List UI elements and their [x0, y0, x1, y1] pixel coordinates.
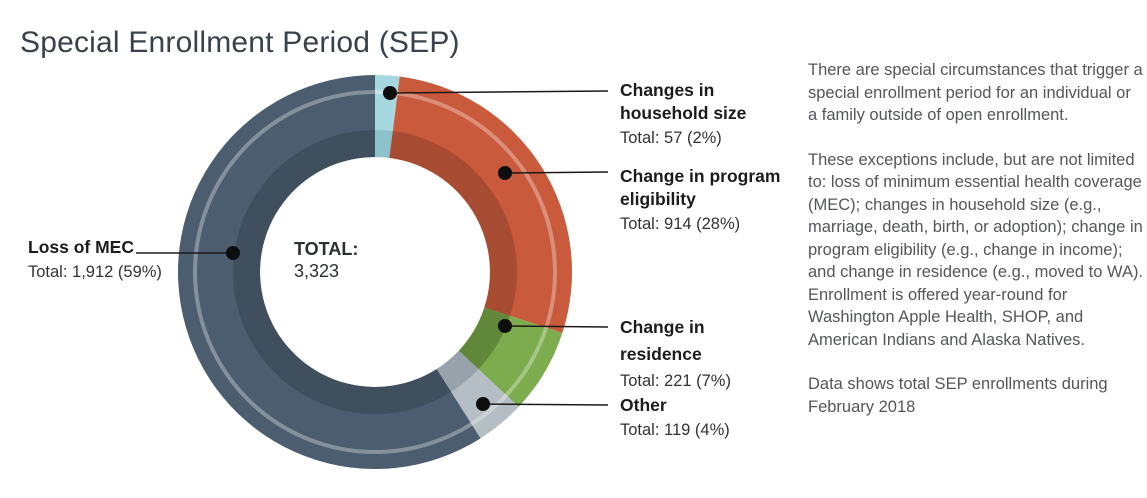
leader-dot — [383, 86, 397, 100]
total-label: TOTAL: — [294, 239, 359, 259]
donut-slice-inner-shade — [375, 130, 393, 158]
leader-dot — [498, 319, 512, 333]
callout-program-eligibility-label: Change in program eligibility — [620, 166, 781, 209]
callout-other-total: Total: 119 (4%) — [620, 420, 730, 439]
callout-residence-label: Change in residence — [620, 317, 705, 365]
callout-residence-total: Total: 221 (7%) — [620, 372, 731, 391]
page-title: Special Enrollment Period (SEP) — [20, 26, 460, 60]
description-column: There are special circumstances that tri… — [808, 59, 1144, 418]
callout-household-size-label: Changes in household size — [620, 80, 747, 123]
leader-dot — [476, 397, 490, 411]
description-paragraph: Data shows total SEP enrollments during … — [808, 375, 1108, 416]
donut-slice-inner-shade — [458, 307, 511, 370]
callout-program-eligibility: Change in program eligibility Total: 914… — [620, 165, 820, 234]
callout-other-label: Other — [620, 395, 667, 415]
leader-dot — [226, 246, 240, 260]
callout-household-size-total: Total: 57 (2%) — [620, 128, 722, 147]
donut-accent-ring — [193, 90, 557, 454]
callout-other: Other Total: 119 (4%) — [620, 394, 800, 440]
leader-line — [504, 325, 609, 328]
description-paragraph: There are special circumstances that tri… — [808, 61, 1143, 124]
callout-household-size: Changes in household size Total: 57 (2%) — [620, 79, 800, 148]
leader-line — [482, 403, 609, 406]
donut-slice — [178, 74, 481, 469]
callout-residence: Change in residence Total: 221 (7%) — [620, 314, 770, 392]
leader-dot — [498, 166, 512, 180]
donut-center-total: TOTAL: 3,323 — [294, 238, 358, 282]
callout-loss-of-mec-total: Total: 1,912 (59%) — [28, 262, 162, 281]
leader-line — [504, 171, 609, 174]
donut-slice-inner-shade — [232, 130, 452, 415]
total-value: 3,323 — [294, 261, 340, 281]
donut-slice-inner-shade — [389, 131, 517, 316]
description-paragraph: These exceptions include, but are not li… — [808, 150, 1144, 349]
callout-loss-of-mec-label: Loss of MEC — [28, 237, 134, 257]
callout-program-eligibility-total: Total: 914 (28%) — [620, 214, 741, 233]
callout-loss-of-mec: Loss of MEC Total: 1,912 (59%) — [28, 236, 208, 282]
donut-slice-inner-shade — [436, 350, 479, 392]
leader-line — [389, 90, 609, 94]
